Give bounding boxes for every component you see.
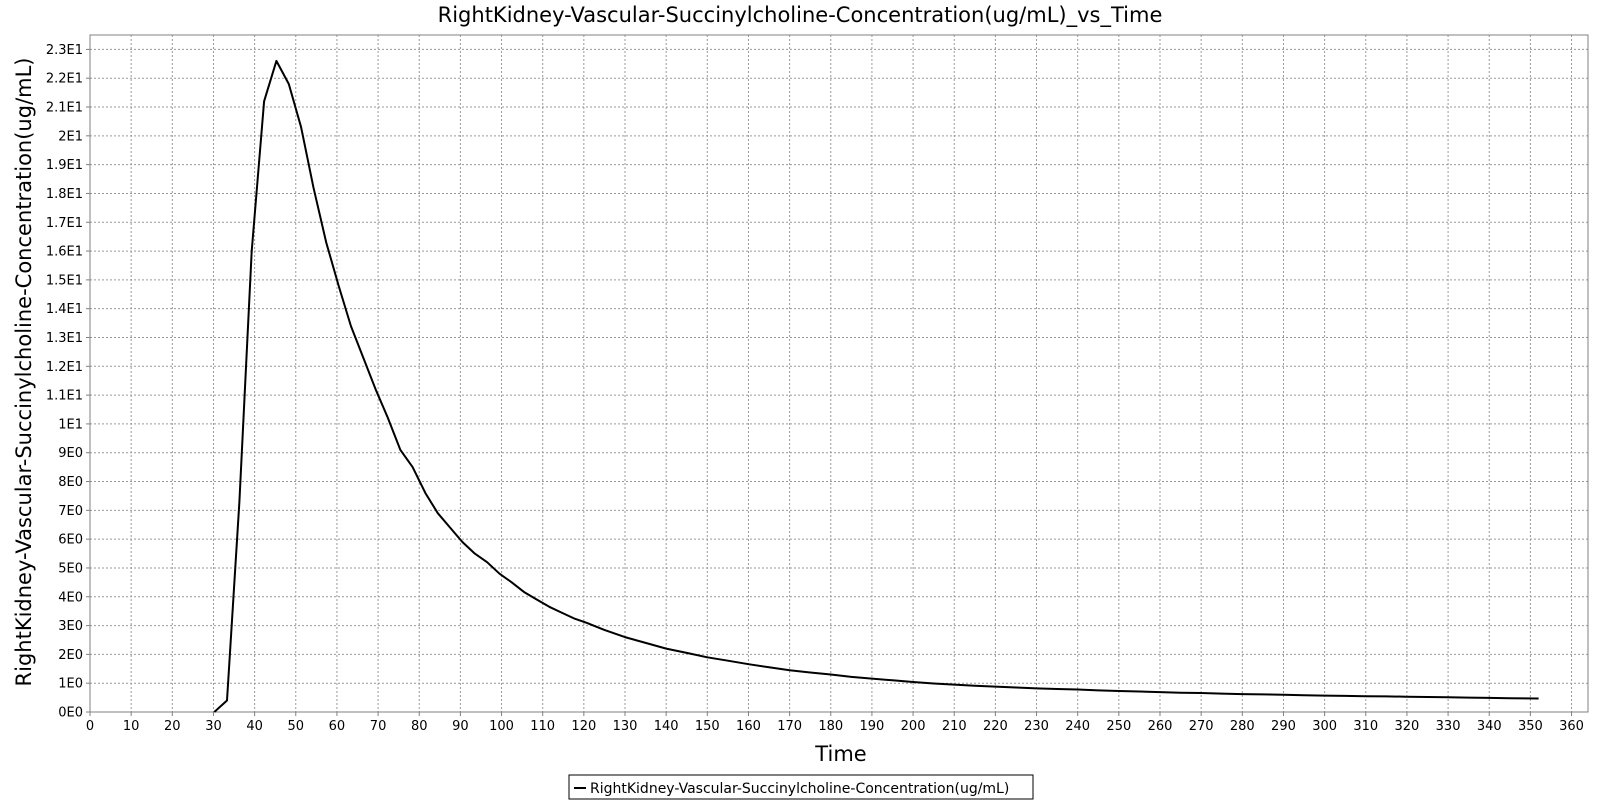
y-tick-label: 5E0 — [58, 561, 83, 576]
y-tick-label: 8E0 — [58, 475, 83, 490]
x-tick-label: 120 — [571, 719, 596, 734]
y-tick-label: 3E0 — [58, 619, 83, 634]
x-tick-label: 320 — [1395, 719, 1420, 734]
x-tick-label: 90 — [452, 719, 469, 734]
y-tick-label: 1.3E1 — [46, 331, 83, 346]
y-tick-label: 1E1 — [58, 417, 83, 432]
x-tick-label: 240 — [1065, 719, 1090, 734]
x-tick-label: 110 — [530, 719, 555, 734]
y-tick-label: 1.7E1 — [46, 216, 83, 231]
y-tick-label: 1.6E1 — [46, 245, 83, 260]
x-tick-label: 150 — [695, 719, 720, 734]
x-tick-label: 300 — [1312, 719, 1337, 734]
x-tick-label: 290 — [1271, 719, 1296, 734]
y-tick-label: 1.9E1 — [46, 158, 83, 173]
y-axis-label: RightKidney-Vascular-Succinylcholine-Con… — [12, 58, 36, 687]
x-tick-label: 220 — [983, 719, 1008, 734]
x-tick-label: 70 — [370, 719, 387, 734]
y-tick-label: 1.2E1 — [46, 360, 83, 375]
x-tick-label: 0 — [86, 719, 94, 734]
y-tick-label: 6E0 — [58, 533, 83, 548]
legend: RightKidney-Vascular-Succinylcholine-Con… — [568, 774, 1034, 800]
x-tick-label: 330 — [1436, 719, 1461, 734]
y-tick-label: 1.5E1 — [46, 273, 83, 288]
chart-title: RightKidney-Vascular-Succinylcholine-Con… — [438, 3, 1163, 28]
x-tick-label: 10 — [123, 719, 140, 734]
x-tick-label: 310 — [1353, 719, 1378, 734]
grid — [89, 35, 1588, 713]
y-tick-label: 2.1E1 — [46, 101, 83, 116]
x-tick-label: 40 — [246, 719, 263, 734]
x-tick-label: 350 — [1518, 719, 1543, 734]
series-line — [213, 59, 1539, 713]
y-tick-label: 1.1E1 — [46, 389, 83, 404]
x-tick-label: 130 — [613, 719, 638, 734]
x-tick-label: 100 — [489, 719, 514, 734]
y-tick-label: 1E0 — [58, 677, 83, 692]
x-tick-label: 170 — [777, 719, 802, 734]
x-tick-label: 160 — [736, 719, 761, 734]
y-tick-label: 0E0 — [58, 706, 83, 721]
x-tick-label: 250 — [1106, 719, 1131, 734]
y-tick-label: 9E0 — [58, 446, 83, 461]
x-tick-label: 360 — [1559, 719, 1584, 734]
x-tick-label: 340 — [1477, 719, 1502, 734]
x-tick-label: 270 — [1189, 719, 1214, 734]
y-tick-label: 2E1 — [58, 129, 83, 144]
x-tick-label: 210 — [942, 719, 967, 734]
x-tick-label: 30 — [205, 719, 222, 734]
x-tick-label: 280 — [1230, 719, 1255, 734]
x-tick-label: 140 — [654, 719, 679, 734]
x-axis: 0 10 20 30 40 50 60 70 80 90 100 110 120 130 140 150 160… — [86, 712, 1584, 734]
x-axis-label: Time — [814, 742, 866, 766]
y-tick-label: 4E0 — [58, 590, 83, 605]
legend-label: RightKidney-Vascular-Succinylcholine-Con… — [590, 781, 1009, 797]
y-tick-label: 1.4E1 — [46, 302, 83, 317]
y-tick-label: 2.2E1 — [46, 72, 83, 87]
x-tick-label: 80 — [411, 719, 428, 734]
x-tick-label: 60 — [329, 719, 346, 734]
y-axis: 0E0 1E0 2E0 3E0 4E0 5E0 6E0 7E0 8E0 9E0 1E1 1.1E1 1.… — [46, 43, 90, 721]
x-tick-label: 20 — [164, 719, 181, 734]
plot-area — [89, 34, 1589, 713]
legend-box — [568, 774, 1034, 800]
x-tick-label: 180 — [818, 719, 843, 734]
y-tick-label: 2E0 — [58, 648, 83, 663]
x-tick-label: 200 — [901, 719, 926, 734]
x-tick-label: 230 — [1024, 719, 1049, 734]
y-tick-label: 7E0 — [58, 504, 83, 519]
x-tick-label: 190 — [860, 719, 885, 734]
x-tick-label: 50 — [287, 719, 304, 734]
x-tick-label: 260 — [1148, 719, 1173, 734]
y-tick-label: 2.3E1 — [46, 43, 83, 58]
series-layer — [213, 59, 1539, 713]
y-tick-label: 1.8E1 — [46, 187, 83, 202]
